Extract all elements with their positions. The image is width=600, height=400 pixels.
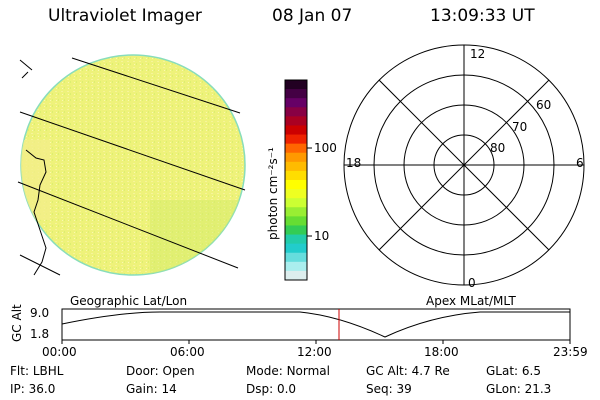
colorbar-unit-label: photon cm⁻²s⁻¹ — [266, 147, 280, 240]
time-label: 13:09:33 UT — [430, 6, 535, 26]
colorbar-stripe — [285, 125, 307, 136]
status-glon: GLon: 21.3 — [486, 382, 552, 396]
lat-label-60: 60 — [536, 98, 552, 112]
status-flt: Flt: LBHL — [10, 364, 64, 378]
colorbar-stripe — [285, 152, 307, 163]
mlt-label-12: 12 — [470, 47, 486, 61]
colorbar-stripe — [285, 170, 307, 181]
altitude-xtick-1: 06:00 — [170, 345, 205, 359]
altitude-xtick-3: 18:00 — [424, 345, 459, 359]
altitude-x-ticks — [61, 340, 571, 344]
colorbar-stripe — [285, 198, 307, 208]
polar-plot — [343, 44, 585, 286]
colorbar-stripe — [285, 234, 307, 245]
uv-image-disk — [17, 54, 246, 276]
instrument-title: Ultraviolet Imager — [48, 6, 202, 26]
lat-line-1 — [71, 57, 241, 114]
coastline-north — [19, 59, 33, 79]
mlt-label-0: 0 — [468, 276, 476, 290]
colorbar-stripe — [285, 261, 307, 272]
altitude-curve — [61, 311, 570, 338]
colorbar-stripe — [285, 107, 307, 117]
altitude-xtick-0: 00:00 — [42, 345, 77, 359]
colorbar-stripe — [285, 270, 307, 281]
status-gcalt: GC Alt: 4.7 Re — [366, 364, 450, 378]
colorbar-stripe — [285, 134, 307, 145]
colorbar-frame — [284, 79, 308, 281]
colorbar-stripe — [285, 143, 307, 154]
status-door: Door: Open — [126, 364, 195, 378]
status-gain: Gain: 14 — [126, 382, 177, 396]
colorbar-stripe — [285, 189, 307, 199]
status-ip: IP: 36.0 — [10, 382, 56, 396]
status-mode: Mode: Normal — [246, 364, 330, 378]
colorbar-stripe — [285, 116, 307, 126]
colorbar-stripe — [285, 216, 307, 226]
lat-line-3 — [17, 181, 239, 269]
lat-line-4 — [19, 254, 61, 276]
altitude-xtick-2: 12:00 — [297, 345, 332, 359]
altitude-ylabel: GC Alt — [10, 304, 24, 342]
status-seq: Seq: 39 — [366, 382, 412, 396]
colorbar-stripe — [285, 252, 307, 263]
colorbar-tick-label-100: 100 — [314, 141, 337, 155]
altitude-ytick-bottom: 1.8 — [30, 327, 50, 341]
colorbar-tick-label-10: 10 — [314, 229, 330, 243]
status-glat: GLat: 6.5 — [486, 364, 542, 378]
colorbar-stripe — [285, 207, 307, 217]
lat-label-70: 70 — [512, 120, 528, 134]
polar-caption: Apex MLat/MLT — [426, 294, 516, 308]
coastline — [25, 149, 47, 276]
lat-label-80: 80 — [490, 141, 506, 155]
meridian-diag-2 — [378, 79, 550, 251]
altitude-ytick-top: 9.0 — [30, 306, 50, 320]
altitude-frame — [61, 308, 571, 341]
status-dsp: Dsp: 0.0 — [246, 382, 297, 396]
colorbar-stripe — [285, 180, 307, 190]
colorbar-stripe — [285, 80, 307, 90]
colorbar-stripe — [285, 161, 307, 172]
altitude-xtick-4: 23:59 — [553, 345, 588, 359]
lat-line-2 — [19, 111, 246, 191]
mlt-label-18: 18 — [346, 156, 362, 170]
colorbar-stripe — [285, 243, 307, 254]
dim-region — [150, 200, 240, 275]
colorbar-stripe — [285, 98, 307, 108]
colorbar-stripe — [285, 225, 307, 236]
geo-caption: Geographic Lat/Lon — [70, 294, 188, 308]
mlt-label-6: 6 — [576, 156, 584, 170]
date-label: 08 Jan 07 — [272, 6, 353, 26]
colorbar — [285, 80, 307, 281]
colorbar-stripe — [285, 89, 307, 99]
